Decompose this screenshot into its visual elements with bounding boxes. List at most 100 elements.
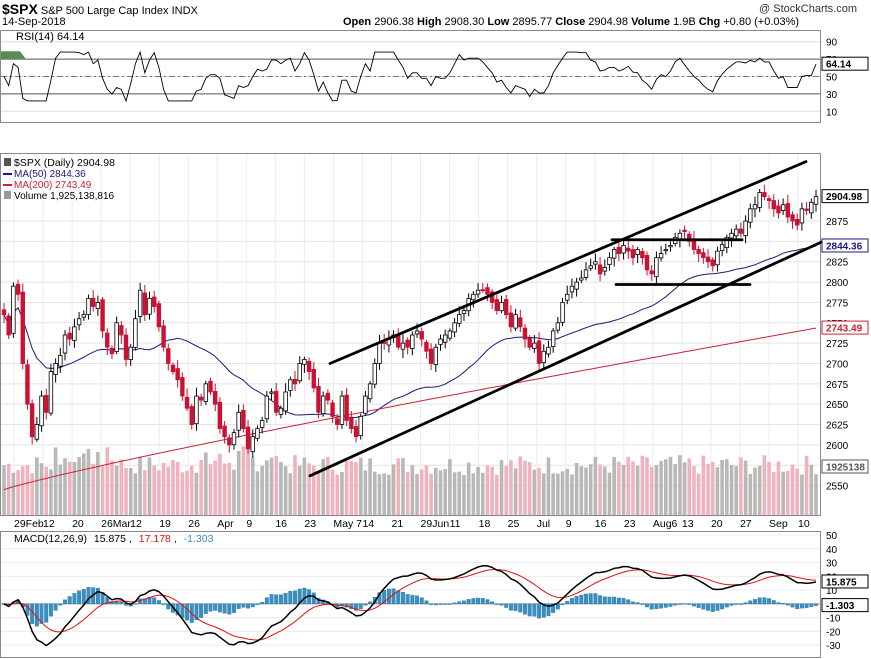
volume-bar (753, 467, 757, 515)
candle-body (766, 198, 772, 202)
candle-body (738, 228, 744, 234)
candle-body (217, 401, 223, 430)
macd-hist-bar (555, 603, 560, 610)
volume-bar (279, 461, 283, 515)
grid-layer (1, 154, 820, 515)
trend-layer (308, 160, 825, 478)
candle-body (410, 334, 415, 349)
x-axis-label: 18 (479, 518, 491, 530)
candle-body (72, 326, 77, 341)
candle-body (405, 339, 410, 348)
candle-body (644, 254, 650, 271)
price-axis-label: 2625 (826, 421, 849, 432)
macd-hist-bar (354, 603, 358, 611)
trendline (308, 239, 825, 478)
macd-hist-bar (804, 603, 809, 609)
volume-bar (579, 466, 584, 515)
volume-bar (321, 459, 325, 515)
macd-title-hist: -1.303 (184, 533, 214, 545)
candle-body (142, 292, 148, 316)
volume-bar (405, 472, 410, 515)
candle-body (433, 346, 439, 365)
volume-bar (710, 461, 715, 515)
macd-hist-bar (302, 587, 307, 604)
candle-body (372, 363, 377, 385)
candle-body (748, 208, 753, 223)
x-axis-label: 29Jun (421, 518, 450, 530)
macd-title-sep1: , (129, 533, 132, 545)
candle-body (461, 310, 467, 315)
x-axis-label: Apr (217, 518, 234, 530)
candle-body (813, 196, 819, 205)
volume-bar (175, 461, 180, 515)
macd-hist-bar (105, 597, 110, 604)
candle-body (344, 394, 349, 421)
macd-hist-bar (250, 603, 255, 608)
x-axis-label: 12 (130, 518, 142, 530)
volume-bar (67, 461, 72, 515)
candle-body (95, 302, 101, 310)
volume-bar (532, 469, 537, 515)
volume-layer (2, 446, 818, 515)
macd-hist-bar (673, 603, 678, 606)
volume-bar (664, 459, 668, 515)
macd-hist-bar (288, 591, 293, 604)
volume-bar (692, 466, 696, 515)
price-axis-label: 2600 (826, 441, 849, 452)
volume-bar (518, 456, 523, 515)
macd-hist-bar (584, 593, 588, 604)
macd-hist-bar (264, 597, 269, 604)
candle-body (616, 246, 622, 255)
macd-hist-bar (227, 603, 232, 615)
macd-hist-bar (602, 596, 607, 604)
volume-bar (485, 465, 490, 515)
volume-bar (490, 466, 494, 515)
candle-body (611, 249, 617, 259)
candle-body (424, 341, 429, 352)
macd-hist-bar (39, 603, 44, 624)
candle-body (297, 363, 302, 382)
candle-body (668, 245, 673, 248)
candle-body (90, 297, 96, 307)
macd-hist-bar (485, 599, 490, 604)
macd-hist-bar (283, 592, 288, 604)
candle-body (804, 208, 809, 211)
volume-bar (696, 473, 701, 515)
macd-axis-label: -20 (826, 627, 841, 638)
macd-hist-bar (213, 603, 218, 611)
volume-bar (77, 457, 81, 515)
candle-body (654, 257, 659, 278)
macd-hist-bar (626, 599, 631, 604)
volume-bar (326, 457, 330, 515)
candle-body (649, 270, 654, 275)
volume-bar (128, 467, 133, 515)
low-value: 2895.77 (512, 16, 553, 28)
candle-body (663, 249, 669, 252)
candle-body (128, 346, 133, 361)
macd-hist-bar (72, 593, 77, 604)
volume-bar (537, 467, 541, 515)
candle-body (532, 342, 537, 349)
rsi-axis-label: 90 (826, 38, 838, 49)
macd-hist-bar (58, 603, 63, 606)
candle-body (15, 283, 21, 295)
macd-hist-bar (48, 603, 53, 617)
price-axis-label: 2725 (826, 339, 849, 350)
candle-body (734, 228, 739, 237)
volume-bar (143, 470, 147, 515)
x-axis-label: 19 (159, 518, 171, 530)
candle-body (719, 244, 725, 251)
x-axis-label: 25 (508, 518, 520, 530)
volume-bar (288, 473, 293, 515)
volume-bar (349, 461, 354, 515)
candle-body (419, 331, 424, 340)
candle-body (795, 218, 800, 226)
macd-hist-bar (152, 597, 157, 604)
candle-body (635, 249, 640, 255)
macd-hist-bar (208, 603, 213, 612)
candle-body (227, 437, 232, 446)
macd-hist-bar (494, 603, 499, 605)
candle-body (710, 259, 715, 267)
macd-hist-bar (588, 593, 593, 604)
macd-hist-badge: -1.303 (826, 601, 855, 612)
